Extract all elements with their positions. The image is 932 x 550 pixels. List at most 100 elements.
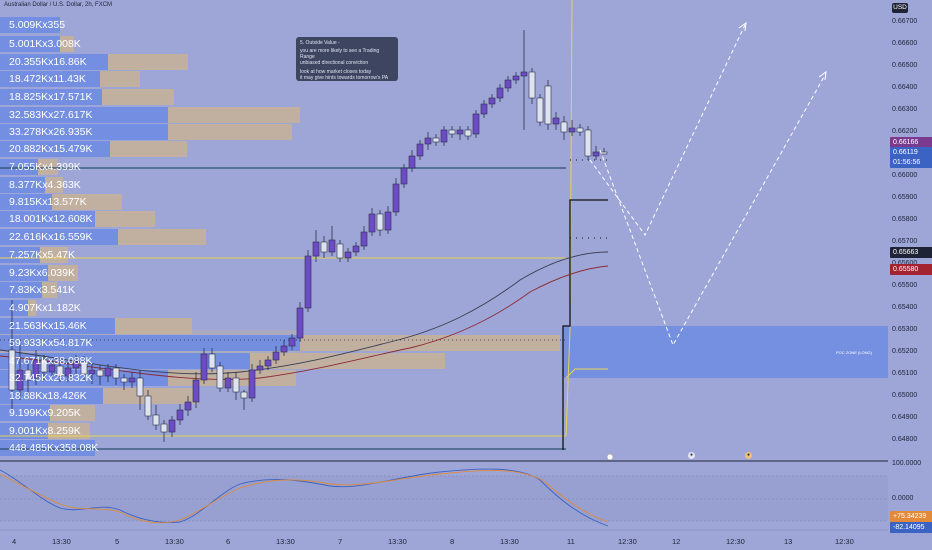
candle-body	[496, 87, 504, 99]
vp-bar	[0, 440, 95, 456]
vp-bar	[95, 211, 155, 227]
vp-bar	[0, 300, 28, 316]
price-axis-label: 0.65000	[892, 392, 918, 399]
candle-body	[232, 377, 240, 393]
candle-body	[304, 255, 312, 309]
vp-bar	[50, 405, 95, 421]
price-axis[interactable]: 0.66700 0.66600 0.66500 0.66400 0.66300 0.662…	[888, 0, 932, 550]
candle-body	[264, 359, 272, 367]
candle-body	[416, 143, 424, 157]
osc-line-blue	[0, 468, 609, 527]
vp-bar	[0, 265, 48, 281]
vp-bar	[45, 177, 63, 193]
candle-body	[192, 379, 200, 403]
vp-bar	[0, 247, 40, 263]
vp-bar	[40, 247, 68, 263]
price-axis-label: 0.65200	[892, 348, 918, 355]
candle-body	[120, 377, 128, 383]
ma-line-dark	[0, 251, 609, 375]
candle-body	[48, 364, 56, 373]
candle-body	[248, 369, 256, 399]
time-axis-label: 13	[784, 537, 793, 546]
vp-bar	[0, 282, 42, 298]
vp-bar	[0, 229, 118, 245]
vp-label: 7.83Kx3.541K	[9, 284, 75, 296]
candle-body	[584, 129, 592, 157]
candle-body	[576, 127, 584, 133]
price-axis-label: 0.66300	[892, 106, 918, 113]
candle-body	[112, 367, 120, 379]
time-axis-label: 12:30	[835, 537, 854, 546]
candle-body	[360, 231, 368, 247]
time-axis-label: 5	[115, 537, 120, 546]
candle-body	[280, 345, 288, 353]
candle-body	[376, 213, 384, 231]
price-axis-label: 0.66700	[892, 18, 918, 25]
vp-label: 21.563Kx15.46K	[9, 320, 87, 332]
vp-bar	[0, 124, 168, 140]
candle-body	[296, 307, 304, 339]
vp-label: 7.257Kx5.47K	[9, 249, 75, 261]
vp-label: 18.825Kx17.571K	[9, 91, 93, 103]
price-axis-label: 0.66200	[892, 128, 918, 135]
countdown-tag: 01:56:56	[890, 157, 932, 168]
price-axis-label: 0.66600	[892, 40, 918, 47]
annotation-note[interactable]: 5. Outside Value - you are more likely t…	[296, 37, 398, 81]
time-axis-label: 13:30	[500, 537, 519, 546]
candle-body	[472, 113, 480, 135]
vp-bar	[48, 265, 78, 281]
vp-bar	[0, 54, 108, 70]
candle-body	[384, 211, 392, 231]
osc-line-orange	[0, 469, 609, 524]
vp-bar	[250, 353, 445, 369]
note-line: look at how market closes today	[300, 69, 372, 75]
candle-body	[240, 391, 248, 399]
vp-label: 32.745Kx26.832K	[9, 372, 93, 384]
time-axis-label: 13:30	[388, 537, 407, 546]
vp-bar	[168, 107, 300, 123]
vp-label: 22.616Kx16.559K	[9, 231, 93, 243]
price-chart[interactable]	[0, 0, 888, 550]
vp-label: 32.583Kx27.617K	[9, 109, 93, 121]
candle-body	[352, 245, 360, 253]
candle-body	[176, 409, 184, 421]
candle-body	[328, 239, 336, 253]
candle-body	[448, 129, 456, 135]
candle-body	[208, 353, 216, 369]
vp-label: 9.815Kx13.577K	[9, 196, 87, 208]
candle-body	[288, 337, 296, 347]
vp-bar	[0, 335, 300, 351]
vp-bar	[168, 124, 292, 140]
price-axis-label: 0.65100	[892, 370, 918, 377]
calendar-icon[interactable]: ●	[688, 452, 695, 459]
candle-body	[480, 103, 488, 115]
vp-label: 47.671Kx38.088K	[9, 355, 93, 367]
vp-bar	[118, 229, 206, 245]
candle-body	[256, 365, 264, 371]
candle-body	[136, 377, 144, 397]
candle-body	[80, 361, 88, 375]
candle-body	[592, 151, 600, 157]
candle-body	[456, 129, 464, 135]
candle-body	[8, 349, 16, 391]
vp-bar	[38, 159, 58, 175]
time-axis-label: 13:30	[52, 537, 71, 546]
price-axis-label: 0.66400	[892, 84, 918, 91]
earnings-icon[interactable]: ●	[745, 452, 752, 459]
price-tag-3: 0.65663	[890, 247, 932, 258]
candle-body	[104, 367, 112, 377]
price-axis-label: 0.65500	[892, 282, 918, 289]
price-tag-1: 0.66166	[890, 137, 932, 148]
time-axis-label: 12:30	[618, 537, 637, 546]
price-axis-label: 0.64800	[892, 436, 918, 443]
note-line: you are more likely to see a Trading Ran…	[300, 48, 380, 60]
vp-bar	[0, 388, 103, 404]
price-tag-2: 0.66119	[890, 147, 932, 158]
candle-body	[56, 365, 64, 377]
currency-button[interactable]: USD	[892, 3, 908, 13]
candle-body	[96, 369, 104, 377]
vp-label: 33.278Kx26.935K	[9, 126, 93, 138]
candle-body	[432, 137, 440, 143]
candle-body	[32, 359, 40, 379]
time-axis-label: 13:30	[276, 537, 295, 546]
